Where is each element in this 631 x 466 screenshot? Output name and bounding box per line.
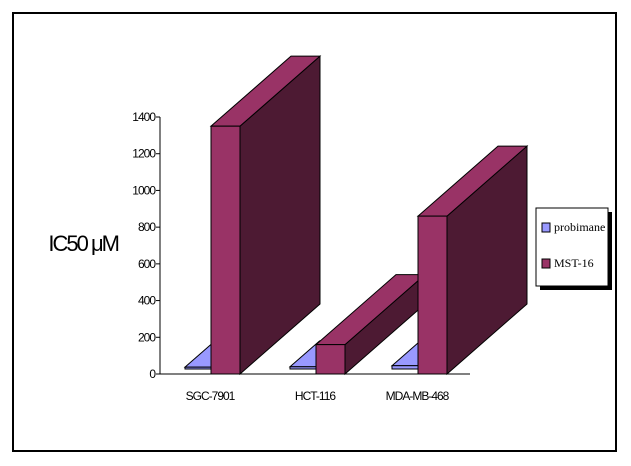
- chart-bars: [183, 55, 529, 376]
- x-tick-label: SGC-7901: [186, 389, 236, 403]
- legend-label: MST-16: [554, 256, 594, 270]
- y-tick-label: 400: [138, 294, 156, 308]
- legend-swatch: [541, 258, 551, 269]
- y-tick-label: 800: [138, 220, 156, 234]
- legend: probimane MST-16: [535, 207, 612, 290]
- y-tick-label: 0: [149, 367, 156, 381]
- legend-box: [535, 207, 609, 287]
- bar-MST-16-0: [209, 55, 322, 376]
- legend-swatch: [541, 222, 551, 233]
- bar-MST-16-2: [416, 145, 529, 376]
- y-tick-label: 200: [138, 330, 156, 344]
- y-tick-label: 600: [138, 257, 156, 271]
- y-tick-label: 1200: [132, 147, 156, 161]
- y-axis-label: IC50 μM: [48, 231, 118, 256]
- x-tick-label: MDA-MB-468: [386, 389, 450, 403]
- y-tick-label: 1400: [132, 110, 156, 124]
- x-tick-label: HCT-116: [295, 389, 336, 403]
- y-tick-labels: 0 200 400 600 800 1000 1200 1400: [132, 110, 160, 381]
- y-tick-label: 1000: [132, 183, 156, 197]
- legend-label: probimane: [554, 220, 605, 234]
- bar-MST-16-1: [314, 273, 427, 376]
- x-tick-labels: SGC-7901 HCT-116 MDA-MB-468: [186, 389, 451, 403]
